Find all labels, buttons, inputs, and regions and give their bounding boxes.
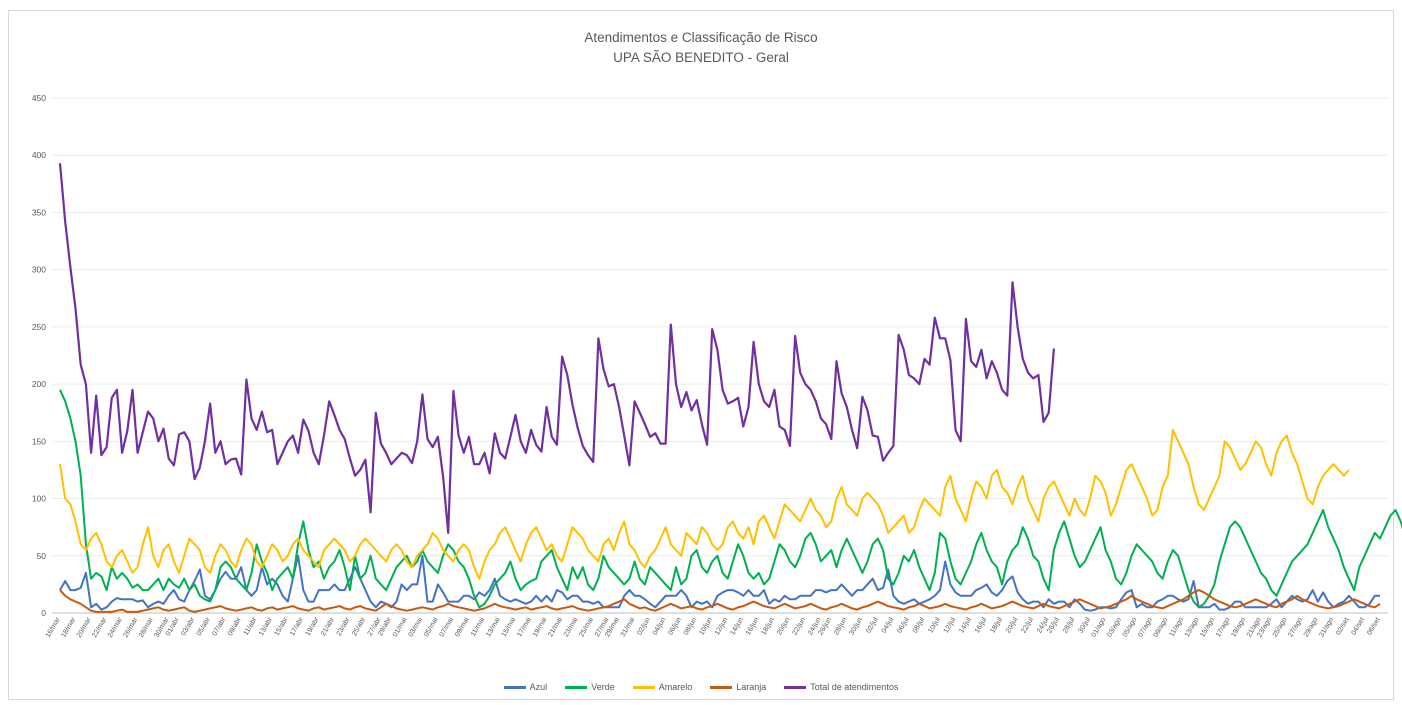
x-tick-label: 09/mai <box>454 616 471 638</box>
legend-swatch <box>565 685 588 689</box>
y-tick-label: 0 <box>41 608 46 618</box>
legend-item: Azul <box>503 682 548 692</box>
x-tick-label: 11/mai <box>470 616 487 638</box>
x-tick-label: 10/jun <box>698 616 714 636</box>
x-tick-label: 18/jul <box>989 616 1004 634</box>
x-tick-label: 04/set <box>1351 616 1367 636</box>
gridlines <box>52 97 1388 614</box>
x-tick-label: 16/jun <box>745 616 761 636</box>
x-tick-label: 15/abr <box>274 616 290 637</box>
y-axis: 0 50 100 150 200 250 300 350 400 450 <box>32 93 46 618</box>
x-tick-label: 13/abr <box>258 616 274 637</box>
series-line-verde <box>59 389 1402 609</box>
x-tick-label: 28/jun <box>833 616 849 636</box>
y-tick-label: 200 <box>32 379 46 389</box>
y-tick-label: 350 <box>32 207 46 217</box>
x-tick-label: 30/jul <box>1077 616 1092 634</box>
series-line-amarelo <box>59 428 1350 580</box>
legend-label: Azul <box>529 682 548 692</box>
x-tick-label: 21/abr <box>320 616 336 637</box>
x-tick-label: 03/mai <box>408 616 425 638</box>
x-tick-label: 26/jul <box>1046 616 1061 634</box>
x-tick-label: 16/jul <box>974 616 989 634</box>
legend-item: Laranja <box>710 682 766 692</box>
x-tick-label: 17/abr <box>289 616 305 637</box>
legend-label: Amarelo <box>658 682 693 692</box>
x-tick-label: 18/jun <box>760 616 776 636</box>
x-tick-label: 20/jun <box>776 616 792 636</box>
x-tick-label: 31/mai <box>620 616 637 638</box>
x-tick-label: 03/abr <box>180 616 196 637</box>
x-tick-label: 30/jun <box>848 616 864 636</box>
x-tick-label: 12/jul <box>943 616 958 634</box>
legend-swatch <box>710 685 733 689</box>
x-tick-label: 28/jul <box>1062 616 1077 634</box>
legend-item: Verde <box>565 682 615 692</box>
x-axis: 16/mar18/mar20/mar22/mar24/mar26/mar28/m… <box>45 616 1382 639</box>
x-tick-label: 22/jul <box>1020 616 1035 634</box>
y-tick-label: 150 <box>32 436 46 446</box>
series-line-total-de-atendimentos <box>58 163 1055 535</box>
x-tick-label: 13/mai <box>485 616 502 638</box>
legend-label: Laranja <box>736 682 767 692</box>
x-tick-label: 22/jun <box>792 616 808 636</box>
x-tick-label: 04/jun <box>652 616 668 636</box>
x-tick-label: 04/jul <box>881 616 896 634</box>
y-tick-label: 300 <box>32 265 46 275</box>
chart-title: Atendimentos e Classificação de Risco <box>584 30 818 45</box>
y-tick-label: 450 <box>32 93 46 103</box>
x-tick-label: 07/mai <box>439 616 456 638</box>
x-tick-label: 23/mai <box>563 616 580 638</box>
series-line-azul <box>59 554 1380 612</box>
x-tick-label: 14/jun <box>729 616 745 636</box>
x-tick-label: 05/mai <box>423 616 440 638</box>
x-tick-label: 02/jun <box>636 616 652 636</box>
x-tick-label: 25/abr <box>351 616 367 637</box>
legend-label: Total de atendimentos <box>810 682 899 692</box>
x-tick-label: 08/jul <box>912 616 927 634</box>
x-tick-label: 10/jul <box>927 616 942 634</box>
series-lines <box>58 163 1402 613</box>
chart-subtitle: UPA SÃO BENEDITO - Geral <box>613 50 789 65</box>
x-tick-label: 09/ago <box>1153 616 1170 638</box>
x-tick-label: 06/jun <box>667 616 683 636</box>
x-tick-label: 07/abr <box>211 616 227 637</box>
x-tick-label: 02/set <box>1335 616 1351 636</box>
legend-swatch <box>503 685 526 689</box>
x-tick-label: 06/set <box>1366 616 1382 636</box>
x-tick-label: 11/ago <box>1169 616 1186 638</box>
x-tick-label: 17/mai <box>516 616 533 638</box>
chart-area <box>8 10 1394 700</box>
y-tick-label: 100 <box>32 494 46 504</box>
x-tick-label: 12/jun <box>714 616 730 636</box>
y-tick-label: 50 <box>37 551 47 561</box>
x-tick-label: 19/abr <box>305 616 321 637</box>
x-tick-label: 20/jul <box>1005 616 1020 634</box>
x-tick-label: 09/abr <box>227 616 243 637</box>
legend-swatch <box>632 685 655 689</box>
x-tick-label: 01/mai <box>392 616 409 638</box>
legend-swatch <box>784 685 807 689</box>
x-tick-label: 19/mai <box>532 616 549 638</box>
x-tick-label: 23/abr <box>336 616 352 637</box>
x-tick-label: 25/mai <box>578 616 595 638</box>
x-tick-label: 06/jul <box>896 616 911 634</box>
legend-item: Total de atendimentos <box>784 682 898 692</box>
x-tick-label: 21/mai <box>547 616 564 638</box>
x-tick-label: 11/abr <box>243 616 259 637</box>
legend-label: Verde <box>591 682 615 692</box>
x-tick-label: 02/jul <box>865 616 880 634</box>
legend-item: Amarelo <box>632 682 693 692</box>
series-line-laranja <box>59 589 1381 613</box>
y-tick-label: 400 <box>32 150 46 160</box>
x-tick-label: 05/abr <box>196 616 212 637</box>
y-tick-label: 250 <box>32 322 46 332</box>
x-tick-label: 15/mai <box>501 616 518 638</box>
x-tick-label: 08/jun <box>683 616 699 636</box>
legend: Azul Verde Amarelo Laranja Total de atendime… <box>0 682 1402 692</box>
x-tick-label: 31/ago <box>1318 616 1335 638</box>
x-tick-label: 14/jul <box>958 616 973 634</box>
